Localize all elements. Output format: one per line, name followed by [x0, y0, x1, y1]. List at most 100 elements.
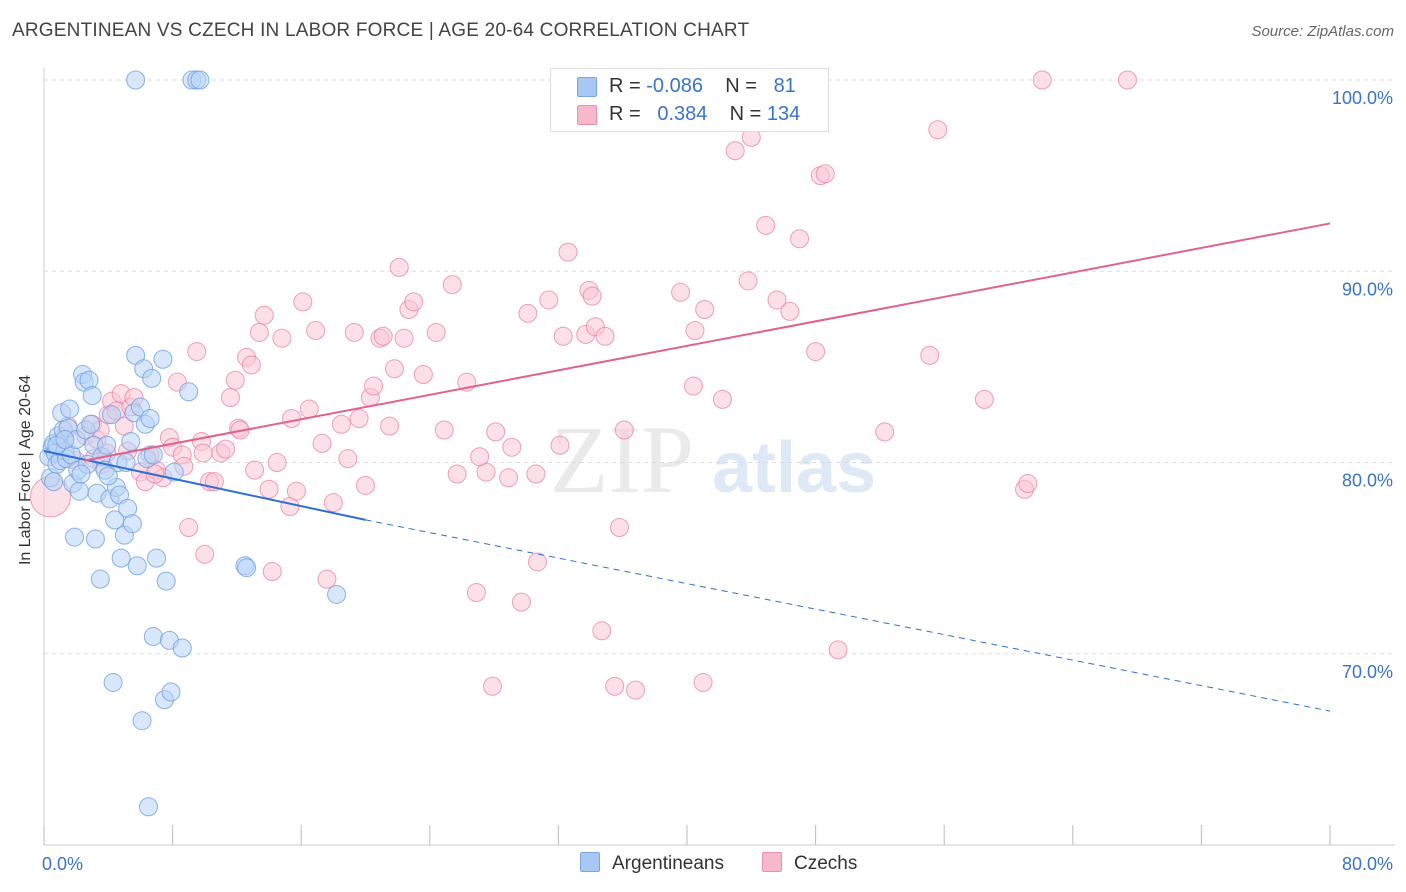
czech-point: [272, 328, 292, 348]
legend-swatch-argentineans: [580, 852, 600, 872]
czech-point: [609, 518, 629, 538]
czech-point: [614, 420, 634, 440]
argentinean-point: [179, 382, 199, 402]
n-label: N =: [729, 103, 762, 125]
argentinean-point: [69, 481, 89, 501]
argentinean-point: [237, 558, 257, 578]
argentineans-trend-line: [43, 450, 366, 521]
czech-point: [220, 387, 240, 407]
czech-point: [364, 376, 384, 396]
czechs-trend-line: [84, 222, 1331, 462]
czech-point: [262, 562, 282, 582]
argentinean-point: [60, 399, 80, 419]
czech-point: [582, 286, 602, 306]
czech-point: [626, 680, 646, 700]
czech-point: [725, 141, 745, 161]
czech-point: [518, 303, 538, 323]
czech-point: [671, 282, 691, 302]
czech-point: [550, 435, 570, 455]
argentinean-point: [102, 405, 122, 425]
czech-point: [404, 292, 424, 312]
czech-point: [259, 479, 279, 499]
argentinean-point: [90, 569, 110, 589]
czech-point: [767, 290, 787, 310]
czech-point: [528, 552, 548, 572]
trend-lines: [43, 222, 1331, 712]
watermark-atlas: atlas: [712, 428, 876, 508]
czech-point: [356, 475, 375, 495]
legend-label-czechs: Czechs: [794, 853, 858, 874]
czech-point: [193, 443, 213, 463]
y-tick-label: 100.0%: [1332, 88, 1393, 108]
r-label: R =: [609, 103, 641, 125]
czech-point: [553, 326, 573, 346]
stats-row-czechs: R = 0.384 N = 134: [551, 101, 828, 129]
argentinean-point: [164, 462, 184, 482]
stats-text-argentineans: R = -0.086 N = 81: [609, 75, 796, 98]
argentinean-point: [85, 529, 105, 549]
legend-label-argentineans: Argentineans: [612, 853, 724, 874]
czech-point: [267, 453, 287, 472]
legend-item-czechs[interactable]: Czechs: [762, 852, 857, 875]
y-tick-label: 80.0%: [1342, 471, 1393, 491]
n-value: 81: [773, 75, 796, 97]
r-value: 0.384: [657, 103, 708, 125]
czech-point: [306, 321, 326, 341]
czech-point: [241, 355, 261, 375]
czech-point: [685, 321, 705, 341]
czech-point: [712, 389, 732, 409]
argentinean-point: [55, 430, 75, 450]
czech-point: [286, 481, 306, 501]
x-tick-label: 80.0%: [1342, 854, 1393, 874]
argentinean-point: [79, 370, 99, 390]
czech-point: [447, 464, 467, 484]
czech-point: [1032, 70, 1052, 90]
argentinean-point: [81, 414, 101, 434]
czech-point: [482, 676, 502, 696]
czech-point: [245, 460, 265, 480]
czech-point: [928, 120, 948, 140]
stats-row-argentineans: R = -0.086 N = 81: [551, 73, 828, 101]
n-value: 134: [766, 103, 801, 125]
czech-point: [466, 583, 486, 603]
argentinean-point: [121, 431, 141, 451]
czech-point: [595, 326, 615, 346]
argentinean-point: [65, 527, 85, 547]
argentinean-point: [98, 466, 118, 486]
czech-point: [539, 290, 559, 310]
legend-swatch-czechs: [762, 852, 782, 872]
czech-point: [349, 409, 369, 429]
argentinean-point: [142, 368, 162, 388]
argentinean-point: [153, 349, 173, 369]
czech-point: [920, 345, 940, 365]
stats-swatch-argentineans: [577, 77, 597, 97]
czech-point: [502, 437, 522, 457]
czechs-points: [29, 70, 1137, 700]
stats-swatch-czechs: [577, 105, 597, 125]
argentinean-point: [44, 472, 64, 492]
czech-point: [380, 416, 400, 436]
argentinean-point: [71, 464, 91, 484]
czech-point: [499, 468, 519, 488]
czech-point: [605, 676, 625, 696]
legend-item-argentineans[interactable]: Argentineans: [580, 852, 724, 875]
argentinean-point: [97, 435, 117, 455]
czech-point: [558, 242, 578, 262]
czech-point: [282, 409, 302, 429]
argentineans-trend-extension: [365, 519, 1331, 712]
czech-point: [299, 399, 319, 419]
czech-point: [693, 672, 713, 692]
source-credit: Source: ZipAtlas.com: [1251, 23, 1394, 40]
czech-point: [511, 592, 531, 612]
argentinean-point: [156, 571, 176, 591]
czech-point: [790, 229, 810, 249]
czech-point: [225, 370, 245, 390]
czech-point: [317, 569, 337, 589]
czech-point: [249, 322, 269, 342]
y-tick-label: 70.0%: [1342, 662, 1393, 682]
argentinean-point: [172, 638, 192, 658]
czech-point: [394, 328, 414, 348]
argentinean-point: [126, 70, 146, 90]
czech-point: [195, 544, 215, 564]
